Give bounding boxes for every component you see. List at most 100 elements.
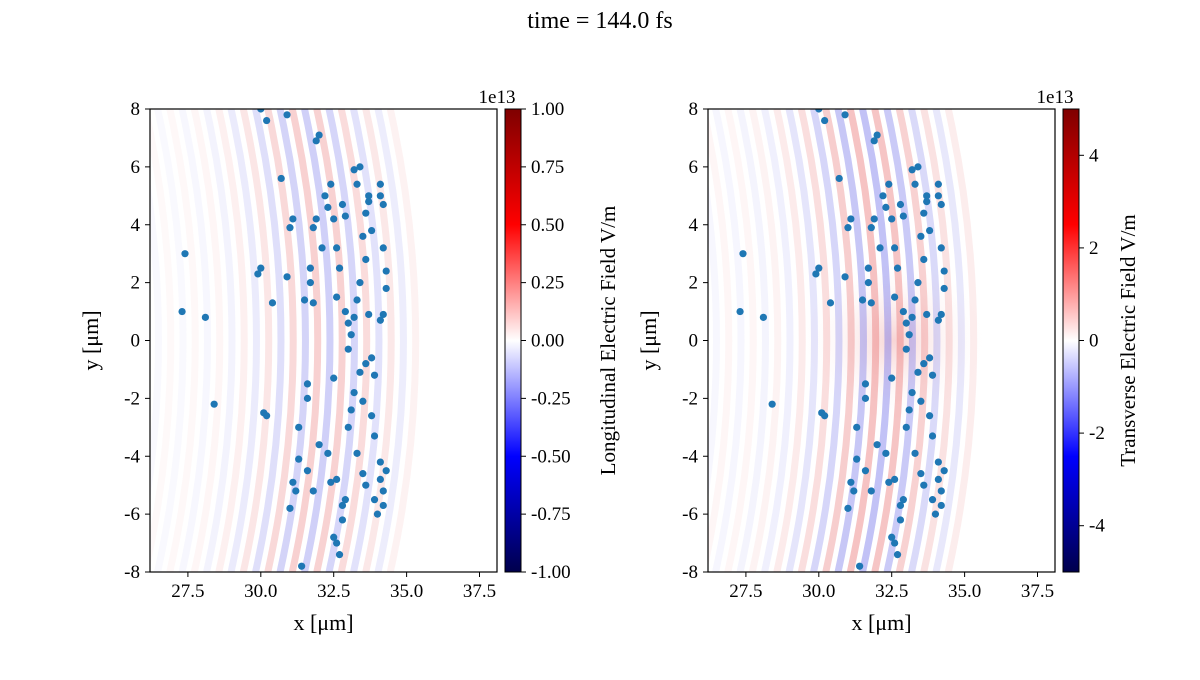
particle-point xyxy=(888,215,896,223)
particle-point xyxy=(736,307,744,316)
field-wavefront xyxy=(313,109,346,572)
particle-point xyxy=(826,299,835,307)
field-wavefront xyxy=(374,109,407,572)
particle-point xyxy=(908,313,916,321)
particle-point xyxy=(382,467,390,475)
field-wavefront xyxy=(325,109,358,572)
particle-point xyxy=(373,510,382,518)
particle-point xyxy=(365,310,373,319)
field-wavefront xyxy=(920,109,953,572)
x-tick-label: 35.0 xyxy=(390,581,423,602)
particle-point xyxy=(821,412,829,420)
field-wavefront xyxy=(712,109,745,572)
particle-point xyxy=(344,319,352,327)
particle-point xyxy=(353,180,361,188)
particle-point xyxy=(370,432,379,440)
particle-point xyxy=(891,475,899,483)
y-tick-label: -2 xyxy=(682,388,698,409)
colorbar-tick-label: -0.25 xyxy=(531,388,571,409)
particle-point xyxy=(333,475,341,483)
particle-point xyxy=(815,109,823,113)
particle-point xyxy=(350,313,358,321)
y-tick-label: 8 xyxy=(689,99,699,120)
x-tick-label: 27.5 xyxy=(729,581,762,602)
particle-point xyxy=(847,478,855,486)
particle-point xyxy=(321,192,329,200)
particle-point xyxy=(341,307,349,316)
particle-point xyxy=(370,371,379,379)
colorbar-tick-label: 2 xyxy=(1089,238,1099,259)
colorbar-tick-label: -0.50 xyxy=(531,446,571,467)
field-wavefront xyxy=(150,114,175,567)
particle-point xyxy=(861,467,870,475)
particle-point xyxy=(341,496,349,504)
particle-point xyxy=(356,279,364,287)
colorbar xyxy=(504,108,522,573)
colorbar-tick-label: 0.25 xyxy=(531,273,564,294)
particle-point xyxy=(882,449,890,457)
particle-point xyxy=(893,551,902,559)
particle-point xyxy=(920,209,928,217)
particle-point xyxy=(926,354,934,362)
colorbar-tick-label: -0.75 xyxy=(531,504,571,525)
particle-point xyxy=(333,244,341,252)
particle-point xyxy=(923,198,931,206)
field-heatmap xyxy=(150,109,497,572)
field-wavefront xyxy=(227,109,260,572)
field-wavefront xyxy=(252,109,285,572)
particle-point xyxy=(201,313,210,321)
field-wavefront xyxy=(761,109,794,572)
particle-point xyxy=(344,345,352,353)
particle-point xyxy=(926,226,934,235)
particle-point xyxy=(931,510,940,518)
particle-point xyxy=(315,131,323,139)
particle-point xyxy=(934,475,942,483)
field-wavefront xyxy=(154,109,187,572)
particle-point xyxy=(365,192,373,200)
particle-point xyxy=(376,192,384,200)
y-axis-label: y [μm] xyxy=(636,310,661,370)
particle-point xyxy=(940,284,948,293)
particle-point xyxy=(844,224,852,232)
particle-point xyxy=(815,264,823,272)
particle-point xyxy=(257,264,265,272)
y-tick-label: 8 xyxy=(131,99,141,120)
particle-point xyxy=(359,232,367,240)
particle-point xyxy=(324,203,332,211)
particle-point xyxy=(330,215,338,223)
particle-point xyxy=(309,299,317,307)
field-wavefront xyxy=(785,109,818,572)
colorbar-label: Transverse Electric Field V/m xyxy=(1116,214,1140,467)
particle-point xyxy=(937,487,945,495)
particle-point xyxy=(268,299,277,307)
x-tick-label: 32.5 xyxy=(875,581,908,602)
x-tick-label: 30.0 xyxy=(802,581,835,602)
particle-point xyxy=(905,406,913,414)
particle-point xyxy=(914,279,922,287)
particle-point xyxy=(937,244,945,252)
particle-point xyxy=(847,215,855,223)
y-tick-label: -6 xyxy=(124,504,140,525)
particle-point xyxy=(327,478,335,486)
field-wavefront xyxy=(748,109,782,572)
particle-point xyxy=(353,296,361,304)
x-tick-label: 37.5 xyxy=(463,581,496,602)
particle-point xyxy=(891,293,899,301)
particle-point xyxy=(368,226,376,235)
particle-point xyxy=(327,180,335,188)
field-wavefront xyxy=(386,109,420,572)
particle-point xyxy=(739,250,747,258)
particle-point xyxy=(379,310,387,319)
particle-point xyxy=(902,319,910,327)
particle-point xyxy=(303,467,312,475)
particle-point xyxy=(940,467,948,475)
particle-point xyxy=(379,487,387,495)
particle-point xyxy=(885,180,893,188)
particle-point xyxy=(350,166,358,174)
particle-point xyxy=(759,313,768,321)
field-wavefront xyxy=(822,109,855,572)
particle-point xyxy=(356,163,364,171)
particle-point xyxy=(303,380,312,388)
particle-point xyxy=(873,441,881,449)
